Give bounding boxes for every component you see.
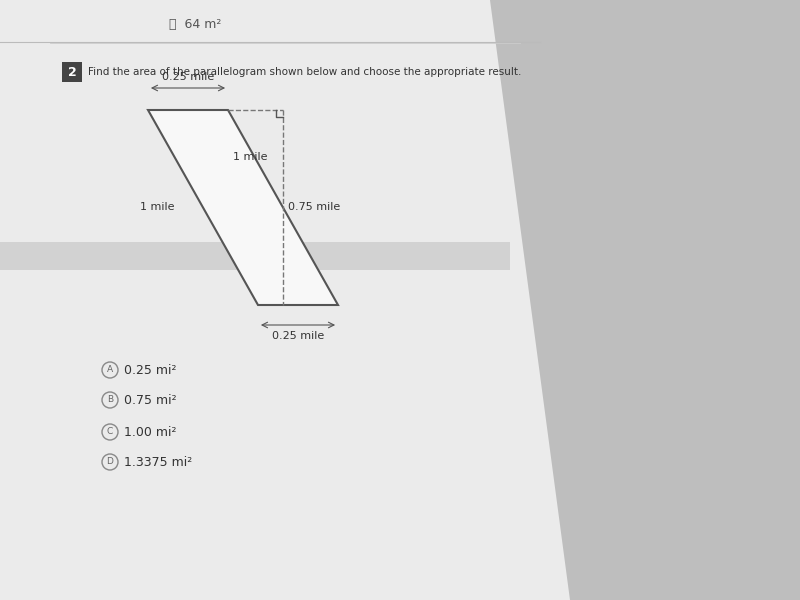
Text: 2: 2 <box>68 65 76 79</box>
Text: ⓓ  64 m²: ⓓ 64 m² <box>169 19 221 31</box>
Text: 0.25 mile: 0.25 mile <box>272 331 324 341</box>
Bar <box>62 62 82 82</box>
Text: 1 mile: 1 mile <box>234 152 268 163</box>
Polygon shape <box>0 242 510 270</box>
Text: A: A <box>107 365 113 374</box>
Polygon shape <box>148 110 338 305</box>
Text: 0.25 mi²: 0.25 mi² <box>124 364 177 377</box>
Text: 1 mile: 1 mile <box>141 202 175 212</box>
Polygon shape <box>490 0 800 600</box>
Text: 0.75 mile: 0.75 mile <box>288 202 340 212</box>
Text: 0.25 mile: 0.25 mile <box>162 72 214 82</box>
Text: D: D <box>106 457 114 467</box>
Text: 0.75 mi²: 0.75 mi² <box>124 394 177 407</box>
Text: 1.3375 mi²: 1.3375 mi² <box>124 455 192 469</box>
Text: 1.00 mi²: 1.00 mi² <box>124 425 177 439</box>
Text: Find the area of the parallelogram shown below and choose the appropriate result: Find the area of the parallelogram shown… <box>88 67 522 77</box>
Text: B: B <box>107 395 113 404</box>
Text: C: C <box>107 427 113 437</box>
